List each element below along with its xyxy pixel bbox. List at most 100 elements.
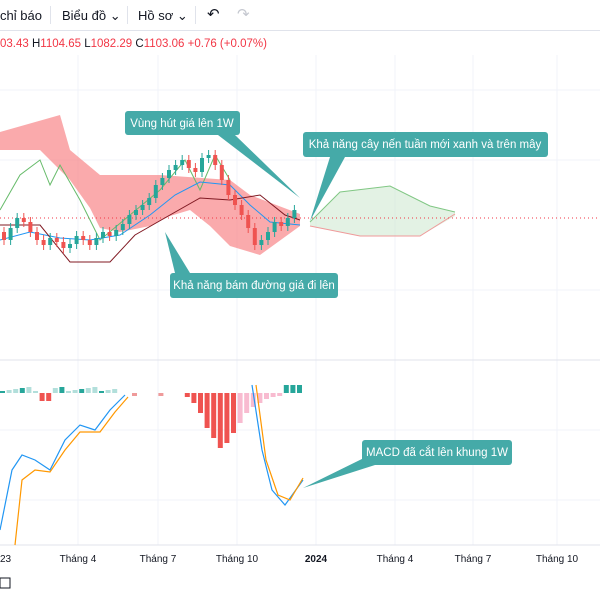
candle-body [134,210,138,215]
candle-body [193,168,198,172]
candle-body [81,236,86,240]
histogram-bar [270,393,276,397]
x-axis-label: Tháng 4 [60,554,97,565]
histogram-bar [217,393,223,448]
candle-body [35,232,39,240]
histogram-bar [19,388,25,393]
candle-body [213,155,218,165]
candle-body [114,230,119,236]
candle-body [120,224,125,230]
histogram-bar [92,387,98,393]
candle-body [266,232,270,240]
histogram-bar [99,391,104,393]
low-key: L [84,38,91,50]
high-key: H [31,38,41,50]
candle-body [219,165,224,180]
candle-body [87,240,92,245]
histogram-bar [0,391,5,393]
candle-body [160,178,165,185]
candle-body [233,195,237,205]
macd-histogram [0,385,302,448]
x-axis-label: 2024 [305,554,328,565]
annotations [125,111,548,488]
close-key: C [135,38,144,50]
histogram-bar [191,393,197,403]
x-axis-label: Tháng 10 [536,554,579,565]
histogram-bar [79,389,85,393]
candle-body [2,232,6,240]
candle-body [173,165,178,170]
candle-body [180,160,185,165]
candle-body [279,222,284,226]
histogram-bar [13,389,19,393]
candle-body [127,215,132,224]
candle-body [101,232,105,238]
divider [195,6,196,24]
annotation-text: MACD đã cắt lên khung 1W [366,446,508,459]
span-b [309,213,456,237]
histogram-bar [72,390,78,393]
histogram-bar [132,393,137,396]
histogram-bar [297,385,302,393]
candle-body [140,205,145,210]
candle-body [28,222,33,232]
candle-body [74,236,79,244]
histogram-bar [52,388,58,393]
toolbar: chỉ báo Biểu đồ ⌄ Hồ sơ ⌄ ↶ ↷ [0,0,600,31]
histogram-bar [290,385,296,393]
candle-body [153,185,158,198]
histogram-bar [26,387,32,393]
histogram-bar [158,393,164,396]
x-axis-label: Tháng 4 [377,554,414,565]
histogram-bar [39,393,45,401]
redo-button[interactable]: ↷ [237,6,250,23]
grid [0,55,600,545]
histogram-bar [46,393,52,401]
profile-button[interactable]: Hồ sơ ⌄ [138,8,188,23]
low-value: 1082.29 [90,38,133,50]
x-axis-label: Tháng 7 [455,554,492,565]
candle-body [167,170,171,178]
chart-type-button[interactable]: Biểu đồ ⌄ [62,8,121,23]
histogram-bar [237,393,243,423]
cloud-bearish [0,115,300,255]
divider [50,6,51,24]
candle-body [226,180,231,195]
close-value: 1103.06 [143,38,185,50]
histogram-bar [198,393,203,413]
candle-body [15,218,20,228]
high-value: 1104.65 [40,38,82,50]
candle-body [61,242,66,248]
histogram-bar [112,389,118,393]
histogram-bar [250,393,256,407]
histogram-bar [277,393,283,396]
histogram-bar [264,393,269,399]
label: Biểu đồ [62,8,107,23]
macd-line-2 [251,384,304,506]
label: Hồ sơ [138,8,174,23]
undo-button[interactable]: ↶ [207,6,220,23]
histogram-bar [66,391,71,393]
open-value: 03.43 [0,38,29,50]
histogram-bar [184,393,190,397]
histogram-bar [257,393,263,403]
candle-body [186,160,191,168]
indicators-button[interactable]: chỉ báo [0,8,42,23]
tenkan-line [0,181,301,241]
x-axis-label: 23 [0,554,12,565]
histogram-bar [231,393,236,433]
ohlc-legend: 03.43 H1104.65 L1082.29 C1103.06 +0.76 (… [0,38,267,50]
signal-line [14,396,129,546]
candle-body [272,222,277,232]
calendar-icon[interactable] [0,577,11,589]
candle-body [292,210,297,218]
candle-body [259,240,264,245]
candle-body [239,205,244,215]
kijun-line [0,194,301,263]
candle-body [21,218,26,222]
change-value: +0.76 (+0.07%) [187,38,267,50]
histogram-bar [6,390,12,393]
histogram-bar [85,388,91,393]
